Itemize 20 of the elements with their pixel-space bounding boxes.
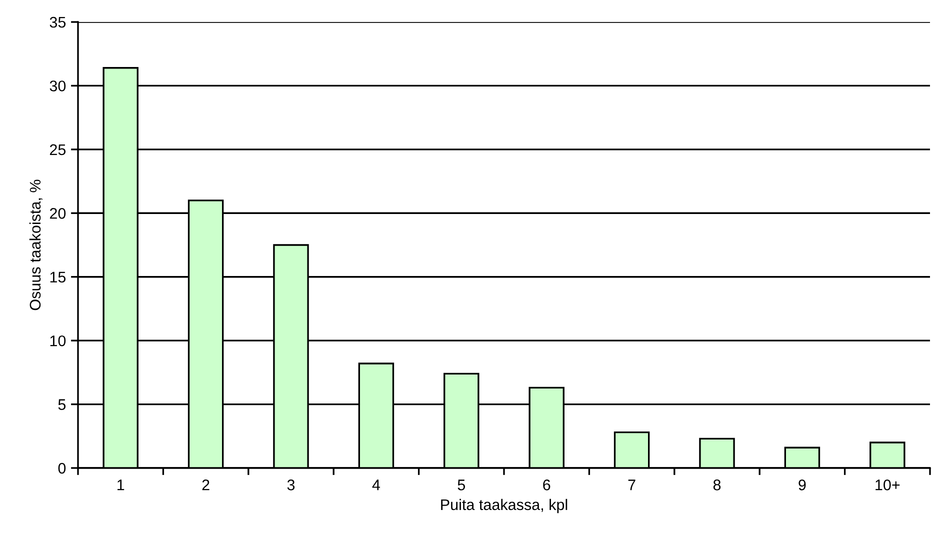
- y-tick-label: 30: [50, 80, 66, 92]
- x-tick-label: 7: [628, 480, 636, 490]
- y-tick-label: 5: [58, 399, 66, 410]
- x-tick-label: 5: [458, 480, 466, 490]
- x-axis-title: Puita taakassa, kpl: [441, 498, 568, 514]
- x-tick-label: 8: [713, 480, 721, 490]
- x-tick-label: 2: [202, 480, 210, 490]
- y-tick-label: 20: [50, 208, 66, 219]
- y-tick-label: 10: [50, 335, 66, 346]
- y-tick-label: 15: [50, 272, 66, 283]
- x-tick-label: 10+: [876, 480, 900, 490]
- y-tick-label: 25: [50, 144, 66, 156]
- y-tick-label: 0: [58, 462, 66, 474]
- y-axis-title: Osuus taakoista, %: [29, 180, 42, 310]
- x-tick-label: 1: [118, 480, 124, 490]
- x-tick-label: 4: [372, 480, 380, 490]
- y-tick-label: 35: [50, 16, 66, 28]
- x-tick-label: 3: [287, 480, 295, 490]
- x-tick-label: 9: [798, 480, 806, 490]
- x-tick-label: 6: [543, 480, 550, 490]
